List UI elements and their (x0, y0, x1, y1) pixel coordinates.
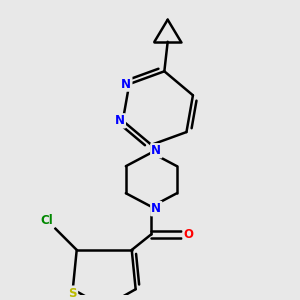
Text: N: N (115, 114, 125, 127)
Text: N: N (151, 144, 161, 157)
Text: O: O (184, 228, 194, 241)
Text: Cl: Cl (41, 214, 54, 227)
Text: N: N (151, 202, 161, 215)
Text: N: N (121, 78, 131, 91)
Text: S: S (68, 287, 77, 300)
